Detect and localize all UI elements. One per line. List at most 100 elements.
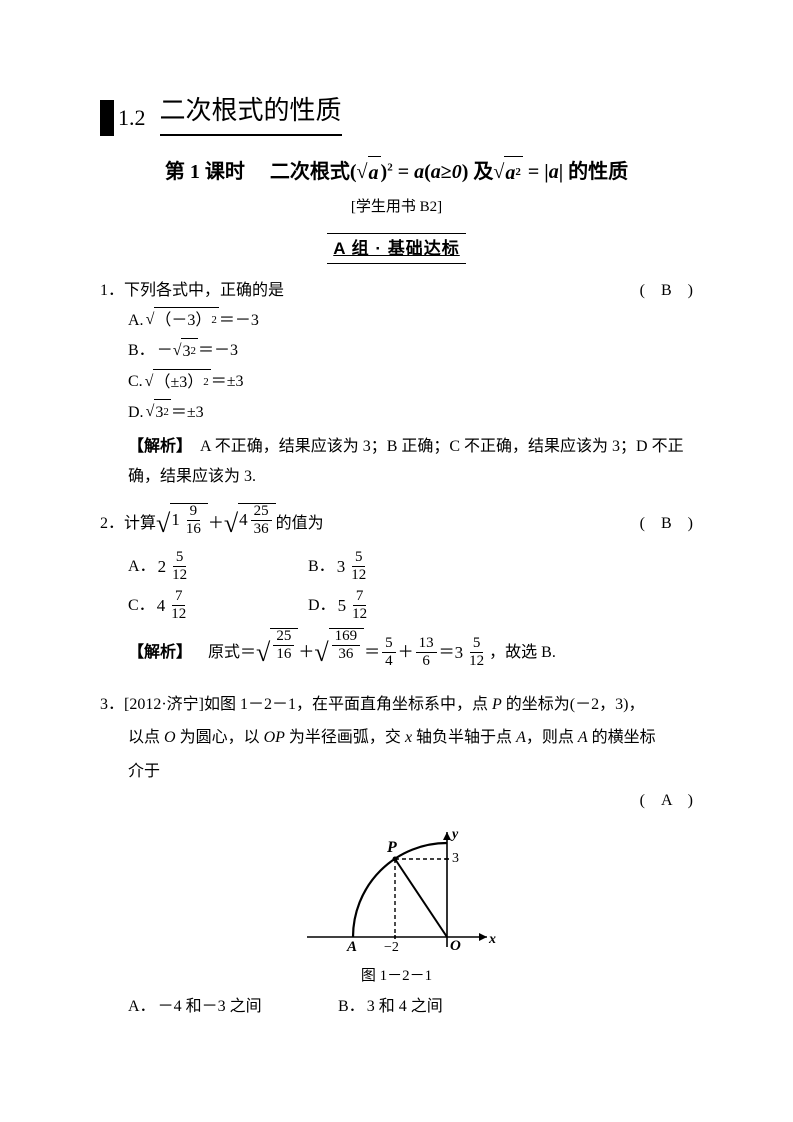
q1-option-c: C. √（±3）2 ＝±3 (128, 369, 693, 396)
q1-optC-eq: ＝±3 (211, 369, 244, 395)
student-book-ref: [学生用书 B2] (100, 195, 693, 219)
q2-optA-den: 12 (169, 567, 190, 583)
q2-mix1-num: 9 (187, 504, 201, 521)
q2-options-row1: A． 2512 B． 3512 (128, 550, 693, 583)
q2-stem-prefix: 计算 (124, 511, 156, 537)
q2-mix2-whole: 4 (239, 506, 248, 533)
q3-answer-line: ( A ) (100, 788, 693, 814)
page: 1.2 二次根式的性质 第 1 课时 二次根式(√a)2 = a(a≥0) 及√… (0, 0, 793, 1122)
q2-r1-den: 16 (273, 646, 294, 662)
q2-optC-label: C． (128, 593, 155, 619)
q1-number: 1． (100, 282, 124, 299)
q2-optC-den: 12 (168, 606, 189, 622)
sqrt-icon: √32 (146, 399, 171, 426)
q2-f1-num: 5 (382, 636, 396, 653)
q2-analysis: 【解析】 原式＝ √2516 ＋ √16936 ＝ 54 ＋ 136 ＝ 351… (128, 628, 693, 677)
fig-label-m2: −2 (384, 940, 399, 955)
q2-optC-whole: 4 (157, 592, 166, 619)
q1-optD-label: D. (128, 400, 144, 426)
q3-options-row1: A． －4 和－3 之间 B． 3 和 4 之间 (128, 994, 693, 1020)
q2-optB-label: B． (308, 554, 335, 580)
q1-optA-eq: ＝－3 (219, 308, 259, 334)
q1-optA-radicand: （－3） (155, 308, 211, 334)
q2-optB-den: 12 (348, 567, 369, 583)
q3-stem-text: [2012·济宁]如图 1－2－1，在平面直角坐标系中，点 P 的坐标为(－2，… (124, 696, 644, 713)
lesson-title: 第 1 课时 二次根式(√a)2 = a(a≥0) 及√a2 = |a| 的性质 (100, 156, 693, 189)
q1-optD-radicand: 3 (155, 400, 163, 426)
sqrt-icon: √16936 (314, 628, 364, 677)
sqrt-icon: √（±3）2 (145, 369, 211, 396)
q3-stem-line2: 以点 O 为圆心，以 OP 为半径画弧，交 x 轴负半轴于点 A，则点 A 的横… (128, 721, 693, 755)
question-1: 1．下列各式中，正确的是 ( B ) A. √（－3）2 ＝－3 B． － √3… (100, 278, 693, 493)
q1-stem-text: 下列各式中，正确的是 (124, 282, 284, 299)
q1-analysis-text: A 不正确，结果应该为 3；B 正确；C 不正确，结果应该为 3；D 不正确，结… (128, 438, 684, 485)
q1-stem: 1．下列各式中，正确的是 (100, 278, 284, 304)
figure-caption: 图 1－2－1 (361, 964, 432, 988)
q2-optA-label: A． (128, 554, 156, 580)
q2-r1-num: 25 (273, 629, 294, 646)
q2-r2-num: 169 (332, 629, 361, 646)
q3-stem-line3: 介于 (128, 755, 693, 789)
q2-optD-label: D． (308, 593, 336, 619)
q2-option-a: A． 2512 (128, 550, 308, 583)
q1-optB-prefix: － (157, 338, 173, 364)
q2-f2-num: 13 (416, 636, 437, 653)
fig-label-y: y (450, 827, 459, 842)
q2-mix2-num: 25 (251, 504, 272, 521)
section-number: 1.2 (118, 100, 146, 135)
q1-option-d: D. √32 ＝±3 (128, 399, 693, 426)
q1-optA-label: A. (128, 308, 144, 334)
q1-optB-eq: ＝－3 (198, 338, 238, 364)
q1-analysis-label: 【解析】 (128, 438, 184, 455)
sqrt-icon: √ 42536 (224, 503, 276, 545)
coordinate-plot-icon: P 3 −2 A O x y (292, 822, 502, 962)
q2-option-d: D． 5712 (308, 589, 488, 622)
q2-res-den: 12 (466, 653, 487, 669)
q2-stem: 2． 计算 √ 1916 ＋ √ 42536 的值为 (100, 503, 324, 545)
q2-optD-den: 12 (349, 606, 370, 622)
sqrt-icon: √32 (173, 338, 198, 365)
q2-optA-num: 5 (173, 550, 187, 567)
q2-option-b: B． 3512 (308, 550, 488, 583)
q1-optB-label: B． (128, 338, 155, 364)
q1-optB-radicand: 3 (182, 339, 190, 365)
group-label: A 组 · 基础达标 (327, 233, 465, 264)
fig-label-A: A (346, 939, 357, 955)
q2-res-num: 5 (470, 636, 484, 653)
q2-mix2-den: 36 (251, 521, 272, 537)
q2-options-row2: C． 4712 D． 5712 (128, 589, 693, 622)
q2-option-c: C． 4712 (128, 589, 308, 622)
q3-optA-label: A． (128, 994, 156, 1020)
q1-optC-label: C. (128, 369, 143, 395)
q2-plus: ＋ (208, 511, 224, 537)
q1-option-b: B． － √32 ＝－3 (128, 338, 693, 365)
sqrt-icon: √2516 (256, 628, 298, 677)
fig-label-x: x (488, 932, 496, 947)
q2-res-whole: 3 (455, 637, 464, 669)
q2-optC-num: 7 (172, 589, 186, 606)
q1-answer: ( B ) (640, 278, 693, 304)
q2-r2-den: 36 (335, 646, 356, 662)
q1-stem-line: 1．下列各式中，正确的是 ( B ) (100, 278, 693, 304)
section-header: 1.2 二次根式的性质 (100, 90, 693, 136)
q3-number: 3． (100, 696, 124, 713)
q2-mix1-den: 16 (183, 521, 204, 537)
q2-number: 2． (100, 511, 124, 537)
q2-analysis-label: 【解析】 (128, 638, 192, 668)
fig-label-P: P (386, 839, 397, 856)
fig-label-3: 3 (452, 851, 459, 866)
group-label-wrap: A 组 · 基础达标 (100, 233, 693, 264)
question-3: 3．[2012·济宁]如图 1－2－1，在平面直角坐标系中，点 P 的坐标为(－… (100, 688, 693, 1020)
q2-analysis-prefix: 原式＝ (192, 638, 256, 668)
q1-optD-eq: ＝±3 (171, 400, 204, 426)
q3-optB-label: B． (338, 994, 365, 1020)
q2-analysis-suffix: ，故选 B. (489, 638, 556, 668)
q2-optD-num: 7 (353, 589, 367, 606)
lesson-prefix: 第 1 课时 (165, 161, 265, 183)
q1-analysis: 【解析】 A 不正确，结果应该为 3；B 正确；C 不正确，结果应该为 3；D … (128, 432, 693, 493)
q2-optB-whole: 3 (337, 553, 346, 580)
q2-answer: ( B ) (640, 511, 693, 537)
lesson-formula: 二次根式(√a)2 = a(a≥0) 及√a2 = |a| 的性质 (270, 161, 628, 183)
q2-stem-line: 2． 计算 √ 1916 ＋ √ 42536 的值为 ( B ) (100, 503, 693, 545)
q1-option-a: A. √（－3）2 ＝－3 (128, 307, 693, 334)
